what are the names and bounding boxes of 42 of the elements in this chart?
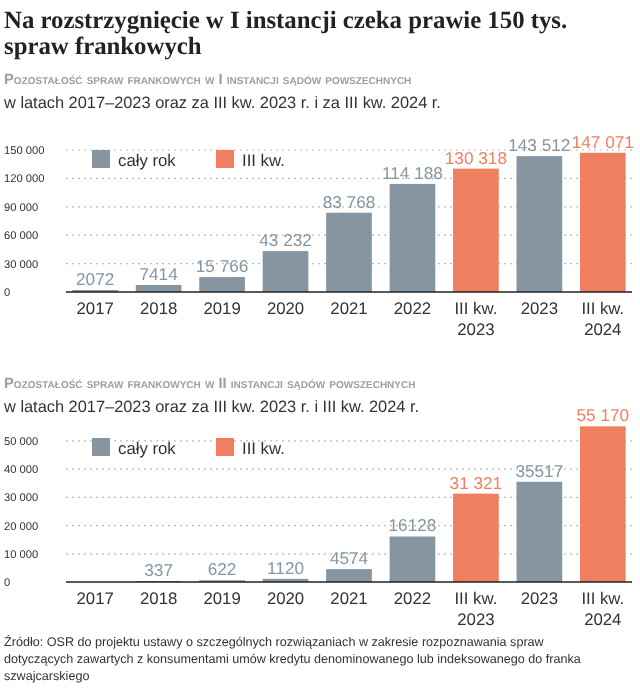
data-label: 7414 xyxy=(139,263,179,284)
data-label: 114 188 xyxy=(382,162,444,183)
legend-label: cały rok xyxy=(118,438,178,458)
data-label: 15 766 xyxy=(195,256,249,277)
x-tick-label: III kw. 2023 xyxy=(454,298,498,339)
x-tick-label: 2021 xyxy=(330,298,369,318)
chart-subtitle: w latach 2017–2023 oraz za III kw. 2023 r. i III kw. 2024 r. xyxy=(2,398,420,416)
x-tick-label: 2018 xyxy=(140,298,178,318)
x-tick-label: 2023 xyxy=(520,588,559,608)
data-label: 4574 xyxy=(329,548,369,569)
text: w latach 2017–2023 oraz za III kw. 2023 r. i za III kw. 2024 r. xyxy=(2,94,441,112)
x-tick-label: 2017 xyxy=(76,298,115,318)
legend-label: III kw. xyxy=(242,150,285,170)
data-label: 147 071 xyxy=(571,131,635,152)
data-label: 143 512 xyxy=(508,135,571,156)
data-label: 16128 xyxy=(388,515,437,536)
x-tick-label: III kw. 2023 xyxy=(454,588,498,629)
data-label: 55 170 xyxy=(576,405,630,426)
data-label: 83 768 xyxy=(322,191,376,212)
x-tick-label: III kw. 2024 xyxy=(581,588,625,629)
x-tick-label: 2019 xyxy=(203,588,242,608)
data-label: 1120 xyxy=(267,557,305,578)
x-tick-label: 2019 xyxy=(203,298,242,318)
x-tick-label: 2020 xyxy=(266,588,305,608)
data-label: 337 xyxy=(144,560,174,581)
x-tick-label: 2018 xyxy=(140,588,178,608)
x-tick-label: 2022 xyxy=(393,298,432,318)
x-tick-label: III kw. 2024 xyxy=(581,298,625,339)
data-label: 130 318 xyxy=(444,147,508,168)
x-tick-label: 2017 xyxy=(76,588,115,608)
data-label: 622 xyxy=(207,559,237,580)
legend-label: III kw. xyxy=(242,438,285,458)
data-label: 35517 xyxy=(515,460,564,481)
x-tick-label: 2022 xyxy=(393,588,432,608)
data-label: 2072 xyxy=(76,269,115,290)
x-tick-label: 2020 xyxy=(266,298,305,318)
chart-title: Na rozstrzygnięcie w I instancji czeka prawie 150 tys. spraw frankowych xyxy=(4,6,568,60)
x-tick-label: 2021 xyxy=(330,588,369,608)
legend-label: cały rok xyxy=(118,150,178,170)
x-tick-label: 2023 xyxy=(520,298,559,318)
data-label: 43 232 xyxy=(259,230,313,251)
data-label: 31 321 xyxy=(449,472,503,493)
